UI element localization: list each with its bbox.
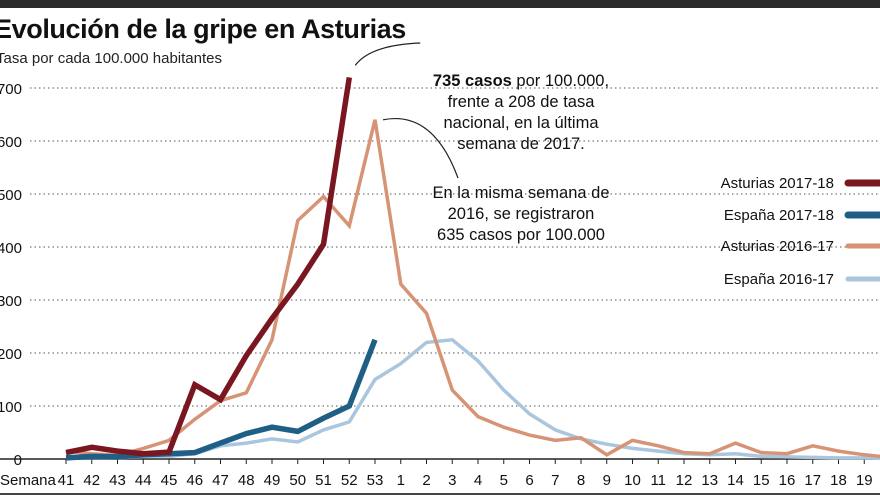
y-tick-label: 500 <box>0 187 22 204</box>
x-tick-label: 41 <box>58 472 75 489</box>
x-tick-label: 19 <box>856 472 873 489</box>
annotation-asturias-2016: En la misma semana de 2016, se registrar… <box>432 183 610 246</box>
x-tick-label: 8 <box>577 472 585 489</box>
y-tick-label: 200 <box>0 346 22 363</box>
x-tick-label: 45 <box>161 472 178 489</box>
x-tick-label: 16 <box>779 472 796 489</box>
annotation-asturias-2017-text: por 100.000, frente a 208 de tasa nacion… <box>443 72 610 153</box>
annotation-asturias-2017-bold: 735 casos <box>432 72 512 90</box>
series-line-asturias-2017-18 <box>65 76 353 457</box>
series-line-espa-a-2017-18 <box>65 338 378 461</box>
chart-title: Evolución de la gripe en Asturias <box>0 14 406 44</box>
x-tick-label: 42 <box>83 472 100 489</box>
legend-label: España 2016-17 <box>724 271 834 288</box>
x-tick-label: 53 <box>367 472 384 489</box>
x-tick-label: 9 <box>603 472 611 489</box>
x-tick-label: 15 <box>753 472 770 489</box>
x-tick-label: 48 <box>238 472 255 489</box>
x-tick-label: 1 <box>397 472 405 489</box>
x-tick-label: 43 <box>109 472 126 489</box>
x-tick-label: 52 <box>341 472 358 489</box>
x-tick-label: 14 <box>727 472 744 489</box>
series-line-asturias-2016-17 <box>65 119 880 459</box>
y-tick-label: 100 <box>0 399 22 416</box>
x-tick-label: 5 <box>500 472 508 489</box>
x-tick-label: 6 <box>525 472 533 489</box>
annotation-leader-asturias-2017 <box>354 42 421 66</box>
x-tick-label: 12 <box>676 472 693 489</box>
x-tick-label: 47 <box>212 472 229 489</box>
x-tick-label: 51 <box>315 472 332 489</box>
x-tick-label: 17 <box>804 472 821 489</box>
legend-label: Asturias 2016-17 <box>721 238 834 255</box>
x-tick-label: 10 <box>624 472 641 489</box>
x-tick-label: 50 <box>289 472 306 489</box>
x-tick-label: 13 <box>701 472 718 489</box>
y-tick-label: 400 <box>0 240 22 257</box>
annotation-asturias-2017: 735 casos por 100.000, frente a 208 de t… <box>432 71 610 155</box>
y-tick-label: 0 <box>14 452 22 469</box>
x-tick-label: 11 <box>650 472 666 489</box>
x-tick-label: 46 <box>186 472 203 489</box>
x-tick-label: 18 <box>830 472 847 489</box>
x-tick-label: 4 <box>474 472 482 489</box>
x-tick-label: 2 <box>422 472 430 489</box>
x-tick-label: 49 <box>264 472 281 489</box>
legend-label: Asturias 2017-18 <box>721 175 834 192</box>
top-rule <box>0 0 880 8</box>
bottom-rule <box>0 493 880 495</box>
y-tick-label: 600 <box>0 134 22 151</box>
chart-subtitle: Tasa por cada 100.000 habitantes <box>0 50 223 67</box>
legend-label: España 2017-18 <box>724 207 834 224</box>
annotation-asturias-2016-text: En la misma semana de 2016, se registrar… <box>432 184 610 244</box>
x-tick-label: 44 <box>135 472 152 489</box>
y-tick-label: 700 <box>0 81 22 98</box>
x-tick-label: 7 <box>551 472 559 489</box>
annotation-leader-asturias-2016 <box>382 118 459 179</box>
x-axis-title: Semana <box>0 472 57 489</box>
y-tick-label: 300 <box>0 293 22 310</box>
x-tick-label: 3 <box>448 472 456 489</box>
